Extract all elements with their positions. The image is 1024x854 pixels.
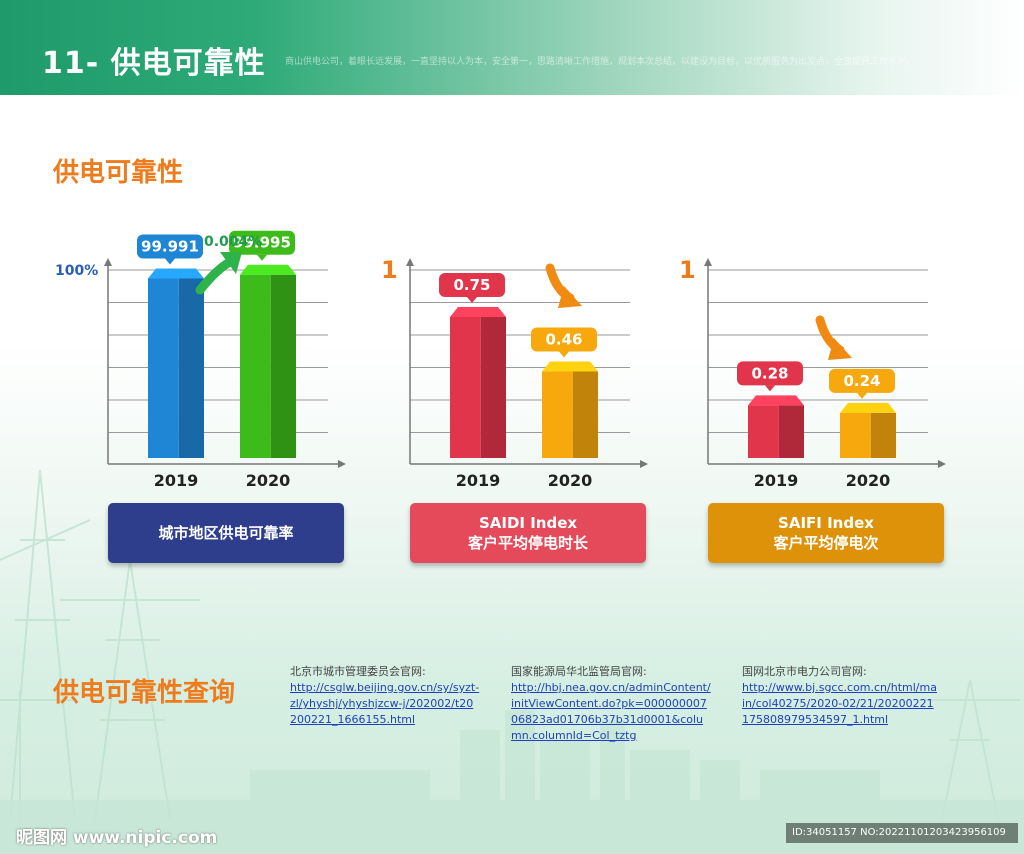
value-label-bg [229,230,295,255]
value-label-bg [439,273,505,297]
section-title-reliability: 供电可靠性 [53,158,184,188]
caption-line: 客户平均停电次 [773,534,879,552]
value-label: 0.75 [453,276,490,294]
value-label: 99.995 [233,234,291,252]
source-block-2: 国家能源局华北监管局官网: http://hbj.nea.gov.cn/admi… [511,664,711,744]
page-title: 11- 供电可靠性 [42,46,266,81]
source-link[interactable]: http://hbj.nea.gov.cn/adminContent/initV… [511,681,711,742]
axis-top-label: 100% [55,263,98,279]
x-axis-arrow [640,460,648,468]
bar-side [572,371,598,458]
value-label-tail [857,392,867,399]
watermark-logo: 昵图网 www.nipic.com [16,828,218,848]
y-axis-arrow [704,258,712,266]
bar-side [178,278,204,458]
y-axis-arrow [406,258,414,266]
chart-caption: SAIDI Index 客户平均停电时长 [410,503,646,563]
value-label-bg [137,234,203,259]
caption-line: 城市地区供电可靠率 [158,524,294,542]
value-label-bg [737,361,803,386]
caption-line: SAIFI Index [778,514,874,532]
bar-front [450,317,481,458]
value-label: 0.46 [545,331,582,349]
bar-front [148,278,179,458]
value-label-tail [165,258,175,265]
chart-caption: 城市地区供电可靠率 [108,503,344,563]
bar-top [840,402,896,413]
page-subtitle: 商山供电公司，着眼长远发展，一直坚持以人为本，安全第一，思路清晰工作措施，规划本… [285,57,916,67]
x-axis-arrow [338,460,346,468]
chart-caption: SAIFI Index 客户平均停电次 [708,503,944,563]
bar-front [240,274,271,458]
x-tick-label: 2019 [154,471,199,490]
value-label-tail [765,385,775,392]
source-link[interactable]: http://csglw.beijing.gov.cn/sy/syzt-zl/y… [290,681,480,726]
value-label-bg [531,327,597,352]
x-tick-label: 2019 [754,471,799,490]
y-axis-arrow [104,258,112,266]
bar-top [542,361,598,372]
caption-line: 客户平均停电时长 [467,534,588,552]
trend-up-arrowhead [220,252,242,274]
bar-side [270,274,296,458]
axis-top-label: 1 [679,256,696,284]
bar-side [778,405,804,458]
annotation-label: 0.004% [204,234,262,250]
source-block-1: 北京市城市管理委员会官网: http://csglw.beijing.gov.c… [290,664,480,728]
x-tick-label: 2020 [548,471,593,490]
value-label: 0.28 [751,364,788,382]
header-banner: 11- 供电可靠性 商山供电公司，着眼长远发展，一直坚持以人为本，安全第一，思路… [0,0,1024,95]
x-tick-label: 2019 [456,471,501,490]
x-tick-label: 2020 [846,471,891,490]
trend-up-arrow [195,257,235,295]
bar-side [480,317,506,458]
bar-top [450,307,506,317]
bar-side [870,412,896,458]
source-label: 北京市城市管理委员会官网: [290,665,426,678]
trend-down-arrowhead [558,286,582,308]
section-title-query: 供电可靠性查询 [53,678,236,708]
value-label: 99.991 [141,237,199,255]
source-label: 国网北京市电力公司官网: [742,665,867,678]
image-id: ID:34051157 NO:20221101203423956109 [786,823,1018,843]
bar-top [148,268,204,279]
value-label-tail [467,297,477,303]
bar-top [240,264,296,275]
source-link[interactable]: http://www.bj.sgcc.com.cn/html/main/col4… [742,681,937,726]
bar-front [542,371,573,458]
value-label-tail [257,254,267,261]
bar-front [840,412,871,458]
x-axis-arrow [938,460,946,468]
value-label: 0.24 [843,372,880,390]
source-label: 国家能源局华北监管局官网: [511,665,647,678]
value-label-bg [829,368,895,393]
bar-top [748,395,804,406]
bar-front [748,405,779,458]
caption-line: SAIDI Index [478,514,578,532]
x-tick-label: 2020 [246,471,291,490]
axis-top-label: 1 [381,256,398,284]
source-block-3: 国网北京市电力公司官网: http://www.bj.sgcc.com.cn/h… [742,664,937,728]
trend-down-arrowhead [828,338,852,360]
value-label-tail [559,351,569,358]
